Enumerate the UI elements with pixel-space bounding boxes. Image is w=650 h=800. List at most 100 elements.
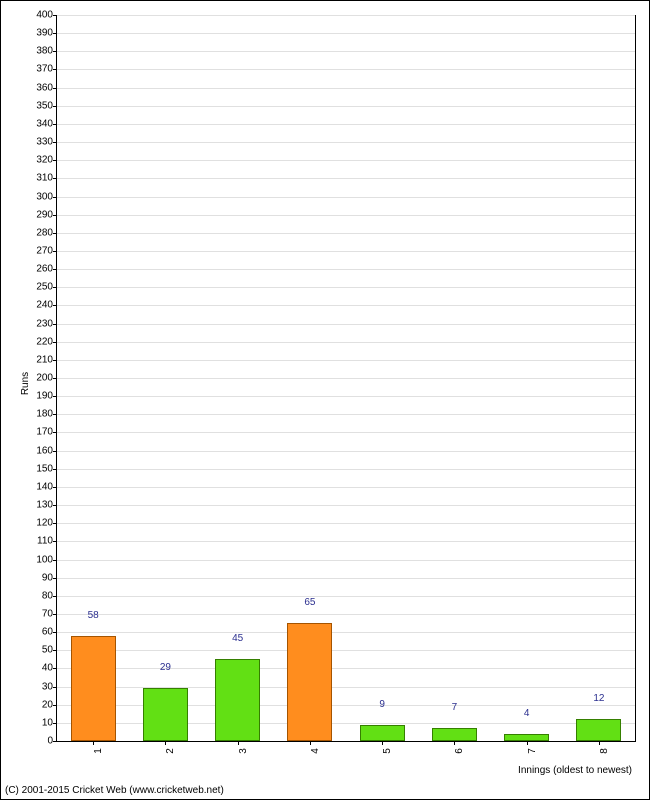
y-tick-mark [53,687,57,688]
y-tick-label: 340 [36,118,53,129]
grid-line [57,33,635,34]
bar-value-label: 12 [593,693,604,706]
y-tick-mark [53,414,57,415]
y-tick-label: 40 [42,663,53,674]
grid-line [57,160,635,161]
x-tick-mark [310,741,311,745]
y-tick-mark [53,632,57,633]
y-tick-label: 380 [36,46,53,57]
bar [143,688,188,741]
y-tick-label: 320 [36,155,53,166]
grid-line [57,505,635,506]
y-tick-label: 30 [42,681,53,692]
y-tick-mark [53,614,57,615]
y-tick-mark [53,668,57,669]
y-tick-label: 230 [36,318,53,329]
grid-line [57,560,635,561]
y-tick-label: 240 [36,300,53,311]
x-tick-label: 5 [382,748,393,754]
y-tick-mark [53,723,57,724]
y-tick-mark [53,142,57,143]
y-tick-label: 310 [36,173,53,184]
grid-line [57,596,635,597]
y-tick-mark [53,705,57,706]
grid-line [57,451,635,452]
grid-line [57,414,635,415]
y-tick-label: 100 [36,554,53,565]
grid-line [57,469,635,470]
y-tick-mark [53,469,57,470]
x-tick-mark [454,741,455,745]
y-tick-mark [53,342,57,343]
y-tick-mark [53,560,57,561]
grid-line [57,360,635,361]
y-tick-label: 80 [42,590,53,601]
y-tick-mark [53,287,57,288]
x-tick-label: 7 [527,748,538,754]
bar [71,636,116,741]
y-tick-label: 10 [42,717,53,728]
grid-line [57,233,635,234]
y-tick-label: 130 [36,500,53,511]
y-tick-mark [53,541,57,542]
grid-line [57,324,635,325]
grid-line [57,432,635,433]
y-tick-mark [53,233,57,234]
copyright-text: (C) 2001-2015 Cricket Web (www.cricketwe… [5,785,224,796]
grid-line [57,396,635,397]
x-tick-label: 6 [454,748,465,754]
y-tick-mark [53,487,57,488]
y-tick-mark [53,360,57,361]
x-tick-label: 4 [310,748,321,754]
grid-line [57,15,635,16]
grid-line [57,305,635,306]
y-tick-label: 180 [36,409,53,420]
x-tick-mark [238,741,239,745]
bar-value-label: 9 [379,699,385,712]
y-tick-mark [53,215,57,216]
x-tick-label: 2 [165,748,176,754]
y-tick-label: 250 [36,282,53,293]
y-tick-label: 110 [37,536,53,547]
bar [215,659,260,741]
x-tick-mark [165,741,166,745]
bar [576,719,621,741]
y-tick-label: 360 [36,82,53,93]
bar-value-label: 58 [88,610,99,623]
grid-line [57,197,635,198]
y-tick-label: 160 [36,445,53,456]
bar [504,734,549,741]
plot-area: 0102030405060708090100110120130140150160… [56,15,636,742]
grid-line [57,668,635,669]
x-tick-label: 1 [93,748,104,754]
bar-value-label: 65 [304,597,315,610]
y-tick-label: 370 [36,64,53,75]
y-tick-label: 220 [36,336,53,347]
grid-line [57,51,635,52]
bar [360,725,405,741]
y-tick-mark [53,432,57,433]
y-tick-mark [53,33,57,34]
grid-line [57,124,635,125]
grid-line [57,69,635,70]
y-tick-mark [53,88,57,89]
x-axis-title: Innings (oldest to newest) [518,765,632,776]
grid-line [57,251,635,252]
y-tick-label: 0 [47,736,53,747]
y-tick-mark [53,523,57,524]
y-tick-mark [53,451,57,452]
grid-line [57,287,635,288]
grid-line [57,142,635,143]
x-tick-mark [527,741,528,745]
y-tick-mark [53,741,57,742]
y-tick-mark [53,378,57,379]
grid-line [57,342,635,343]
y-tick-mark [53,106,57,107]
y-tick-label: 60 [42,627,53,638]
x-tick-label: 3 [238,748,249,754]
bar [287,623,332,741]
y-tick-mark [53,578,57,579]
y-tick-label: 300 [36,191,53,202]
grid-line [57,523,635,524]
y-tick-mark [53,197,57,198]
